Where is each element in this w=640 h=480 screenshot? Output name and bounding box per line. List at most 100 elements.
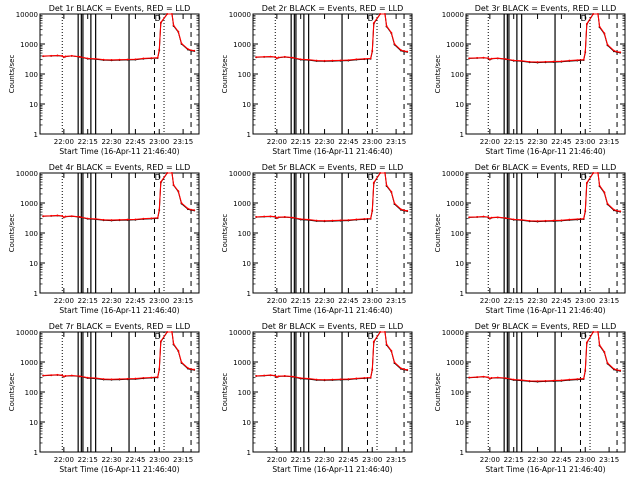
data-point-lld — [186, 367, 189, 369]
x-tick-label: 23:00 — [575, 297, 595, 305]
y-tick-label: 10000 — [442, 329, 464, 337]
data-point-lld — [283, 374, 286, 377]
x-tick-label: 23:15 — [599, 456, 619, 464]
x-tick-label: 23:15 — [386, 456, 406, 464]
y-tick-label: 10 — [242, 419, 251, 427]
data-point-lld — [339, 378, 342, 381]
x-tick-label: 23:00 — [575, 456, 595, 464]
x-axis-label: Start Time (16-Apr-11 21:46:40) — [59, 465, 179, 474]
data-point-lld — [126, 58, 129, 61]
data-point-lld — [612, 49, 615, 52]
data-point-lld — [476, 376, 479, 378]
data-point-lld — [560, 60, 563, 63]
chart-title: Det 1r BLACK = Events, RED = LLD — [49, 4, 191, 13]
data-point-lld — [355, 377, 358, 380]
series-line-lld — [256, 13, 408, 62]
data-point-lld — [347, 219, 350, 221]
data-point-lld — [403, 368, 405, 371]
chart-title: Det 8r BLACK = Events, RED = LLD — [262, 322, 404, 331]
y-tick-label: 100 — [25, 389, 38, 397]
data-point-lld — [172, 343, 175, 345]
data-point-lld — [70, 54, 73, 57]
data-point-lld — [612, 208, 615, 211]
y-tick-label: 10 — [242, 260, 251, 268]
data-point-lld — [102, 378, 105, 380]
data-point-lld — [399, 49, 402, 51]
data-point-lld — [584, 209, 587, 212]
x-tick-label: 22:00 — [54, 297, 74, 305]
y-tick-label: 100 — [238, 230, 251, 238]
data-point-lld — [490, 216, 493, 219]
data-point-lld — [158, 208, 161, 211]
data-point-lld — [190, 208, 192, 211]
data-point-lld — [369, 217, 372, 220]
data-point-lld — [520, 59, 523, 62]
series-line-events — [256, 331, 408, 381]
data-point-lld — [275, 57, 278, 60]
series-line-lld — [43, 331, 195, 380]
data-point-lld — [126, 377, 129, 380]
data-point-lld — [331, 59, 334, 62]
y-tick-label: 1 — [34, 290, 38, 298]
y-axis-label: Counts/sec — [434, 373, 442, 412]
data-point-lld — [487, 57, 490, 59]
x-tick-label: 22:00 — [267, 297, 287, 305]
data-point-lld — [50, 54, 53, 57]
data-point-lld — [255, 374, 258, 377]
data-point-lld — [476, 56, 479, 59]
data-point-lld — [560, 219, 563, 222]
data-point-lld — [166, 331, 169, 333]
data-point-lld — [64, 55, 67, 58]
data-point-lld — [172, 24, 175, 27]
x-tick-label: 22:30 — [314, 138, 334, 146]
data-point-lld — [159, 181, 162, 183]
data-point-lld — [177, 190, 180, 192]
y-axis-label: Counts/sec — [221, 373, 229, 412]
data-point-lld — [275, 217, 278, 219]
data-point-lld — [496, 57, 499, 60]
data-point-lld — [393, 43, 396, 45]
data-point-lld — [274, 56, 277, 58]
data-point-lld — [606, 202, 609, 205]
data-point-lld — [156, 376, 159, 378]
plot-frame — [465, 13, 626, 135]
x-tick-label: 22:00 — [54, 456, 74, 464]
data-point-lld — [307, 377, 310, 380]
data-point-lld — [468, 216, 471, 219]
data-point-lld — [490, 57, 493, 60]
panel-label: D — [581, 332, 587, 341]
data-point-lld — [576, 59, 579, 62]
x-tick-label: 22:15 — [78, 297, 98, 305]
series-line-events — [256, 172, 408, 222]
data-point-lld — [385, 25, 388, 27]
plot-frame — [39, 172, 200, 294]
data-point-lld — [62, 56, 65, 59]
x-tick-label: 23:00 — [575, 138, 595, 146]
data-point-lld — [190, 49, 192, 52]
data-point-lld — [134, 58, 137, 61]
data-point-lld — [619, 210, 622, 213]
data-point-lld — [384, 331, 386, 333]
data-point-lld — [56, 214, 59, 217]
data-point-lld — [166, 172, 169, 174]
y-tick-label: 10000 — [16, 329, 38, 337]
data-point-lld — [512, 218, 515, 221]
data-point-lld — [399, 208, 402, 211]
data-point-lld — [496, 376, 499, 379]
data-point-lld — [193, 209, 196, 211]
data-point-lld — [307, 58, 310, 61]
data-point-lld — [171, 13, 173, 15]
y-tick-label: 100 — [451, 230, 464, 238]
y-tick-label: 10000 — [16, 11, 38, 19]
x-axis-label: Start Time (16-Apr-11 21:46:40) — [59, 147, 179, 156]
data-point-lld — [110, 59, 113, 61]
x-tick-label: 22:15 — [78, 456, 98, 464]
plot-frame — [252, 172, 413, 294]
plot-frame — [252, 13, 413, 135]
data-point-lld — [520, 218, 523, 221]
data-point-lld — [403, 50, 405, 52]
y-tick-label: 10 — [29, 260, 38, 268]
data-point-lld — [134, 218, 137, 221]
y-tick-label: 1000 — [20, 200, 38, 208]
